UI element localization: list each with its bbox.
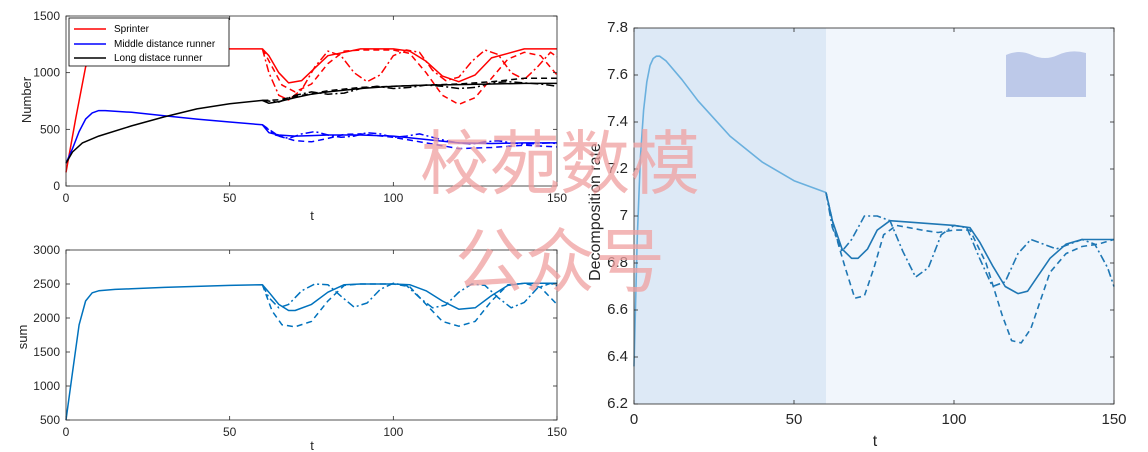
y-tick-label: 6.6	[607, 301, 628, 318]
series-line-7	[262, 77, 557, 102]
legend-label-sprinter: Sprinter	[114, 24, 150, 35]
series-line-4	[261, 124, 558, 150]
chart-sum-lines	[65, 282, 558, 421]
x-tick-label: 100	[383, 425, 403, 439]
y-tick-label: 1500	[33, 345, 60, 359]
x-tick-label: 0	[63, 191, 70, 205]
chart-decomposition-xlabel: t	[873, 433, 878, 450]
chart-number-xlabel: t	[310, 208, 314, 223]
y-tick-label: 2500	[33, 277, 60, 291]
x-tick-label: 50	[223, 425, 237, 439]
y-tick-label: 2000	[33, 311, 60, 325]
watermark-line2: 公众号	[455, 221, 665, 303]
chart-sum-frame	[65, 249, 558, 421]
x-tick-label: 50	[223, 191, 237, 205]
chart-sum-ticks: 0 50 100 150 500 1000 1500 2000 2500 3000	[33, 243, 567, 439]
chart-sum-background	[66, 250, 557, 420]
x-tick-label: 150	[547, 191, 567, 205]
y-tick-label: 1500	[33, 9, 60, 23]
y-tick-label: 7.6	[607, 66, 628, 83]
axes-box	[65, 249, 558, 421]
watermark-line1: 校苑数模	[420, 123, 700, 205]
chart-number-frame	[65, 15, 558, 187]
y-tick-label: 7.2	[607, 160, 628, 177]
x-tick-label: 150	[547, 425, 567, 439]
series-line-2	[825, 192, 1115, 344]
series-line-3	[825, 192, 1115, 288]
chart-decomposition: 0 50 100 150 6.2 6.4 6.6 6.8 7 7.2 7.4 7.6 7.8 t Dec…	[587, 19, 1127, 450]
series-line-0	[65, 282, 557, 421]
series-line-8	[262, 80, 558, 103]
series-line-0	[633, 55, 827, 367]
series-line-2	[261, 282, 558, 309]
x-tick-label: 0	[630, 411, 638, 428]
series-line-1	[261, 48, 558, 106]
chart-sum-xlabel: t	[310, 438, 314, 452]
chart-decomposition-ylabel: Decomposition rate	[587, 143, 604, 281]
y-tick-label: 3000	[33, 243, 60, 257]
chart-sum: 0 50 100 150 500 1000 1500 2000 2500 3000 t sum	[15, 243, 567, 452]
y-tick-label: 1000	[33, 379, 60, 393]
series-line-1	[825, 192, 1114, 295]
x-tick-label: 100	[941, 411, 966, 428]
chart-sum-ylabel: sum	[15, 325, 30, 350]
chart-number-ylabel: Number	[19, 76, 34, 123]
chart-number-legend: Sprinter Middle distance runner Long dis…	[68, 17, 230, 67]
y-tick-label: 6.4	[607, 348, 628, 365]
plot-area	[66, 250, 557, 420]
chart-decomposition-lines	[633, 55, 1115, 367]
y-tick-label: 6.8	[607, 254, 628, 271]
series-line-1	[261, 282, 558, 328]
series-line-2	[261, 48, 558, 101]
wave-icon	[1006, 51, 1086, 97]
y-tick-label: 0	[53, 179, 60, 193]
y-tick-label: 7	[620, 207, 628, 224]
chart-decomposition-ticks: 0 50 100 150 6.2 6.4 6.6 6.8 7 7.2 7.4 7.6 7.8	[607, 19, 1126, 428]
y-tick-label: 7.4	[607, 113, 628, 130]
y-tick-label: 6.2	[607, 395, 628, 412]
y-tick-label: 500	[40, 122, 60, 136]
y-tick-label: 500	[40, 413, 60, 427]
y-tick-label: 1000	[33, 66, 60, 80]
x-tick-label: 50	[786, 411, 803, 428]
x-tick-label: 0	[63, 425, 70, 439]
legend-label-long: Long distace runner	[114, 53, 203, 64]
x-tick-label: 100	[383, 191, 403, 205]
y-tick-label: 7.8	[607, 19, 628, 36]
legend-label-middle: Middle distance runner	[114, 39, 216, 50]
watermark: 校苑数模 公众号	[420, 123, 700, 303]
series-line-3	[65, 109, 557, 164]
shaded-region-0	[634, 28, 826, 404]
x-tick-label: 150	[1101, 411, 1126, 428]
axes-box	[65, 15, 558, 187]
series-line-5	[261, 124, 558, 145]
